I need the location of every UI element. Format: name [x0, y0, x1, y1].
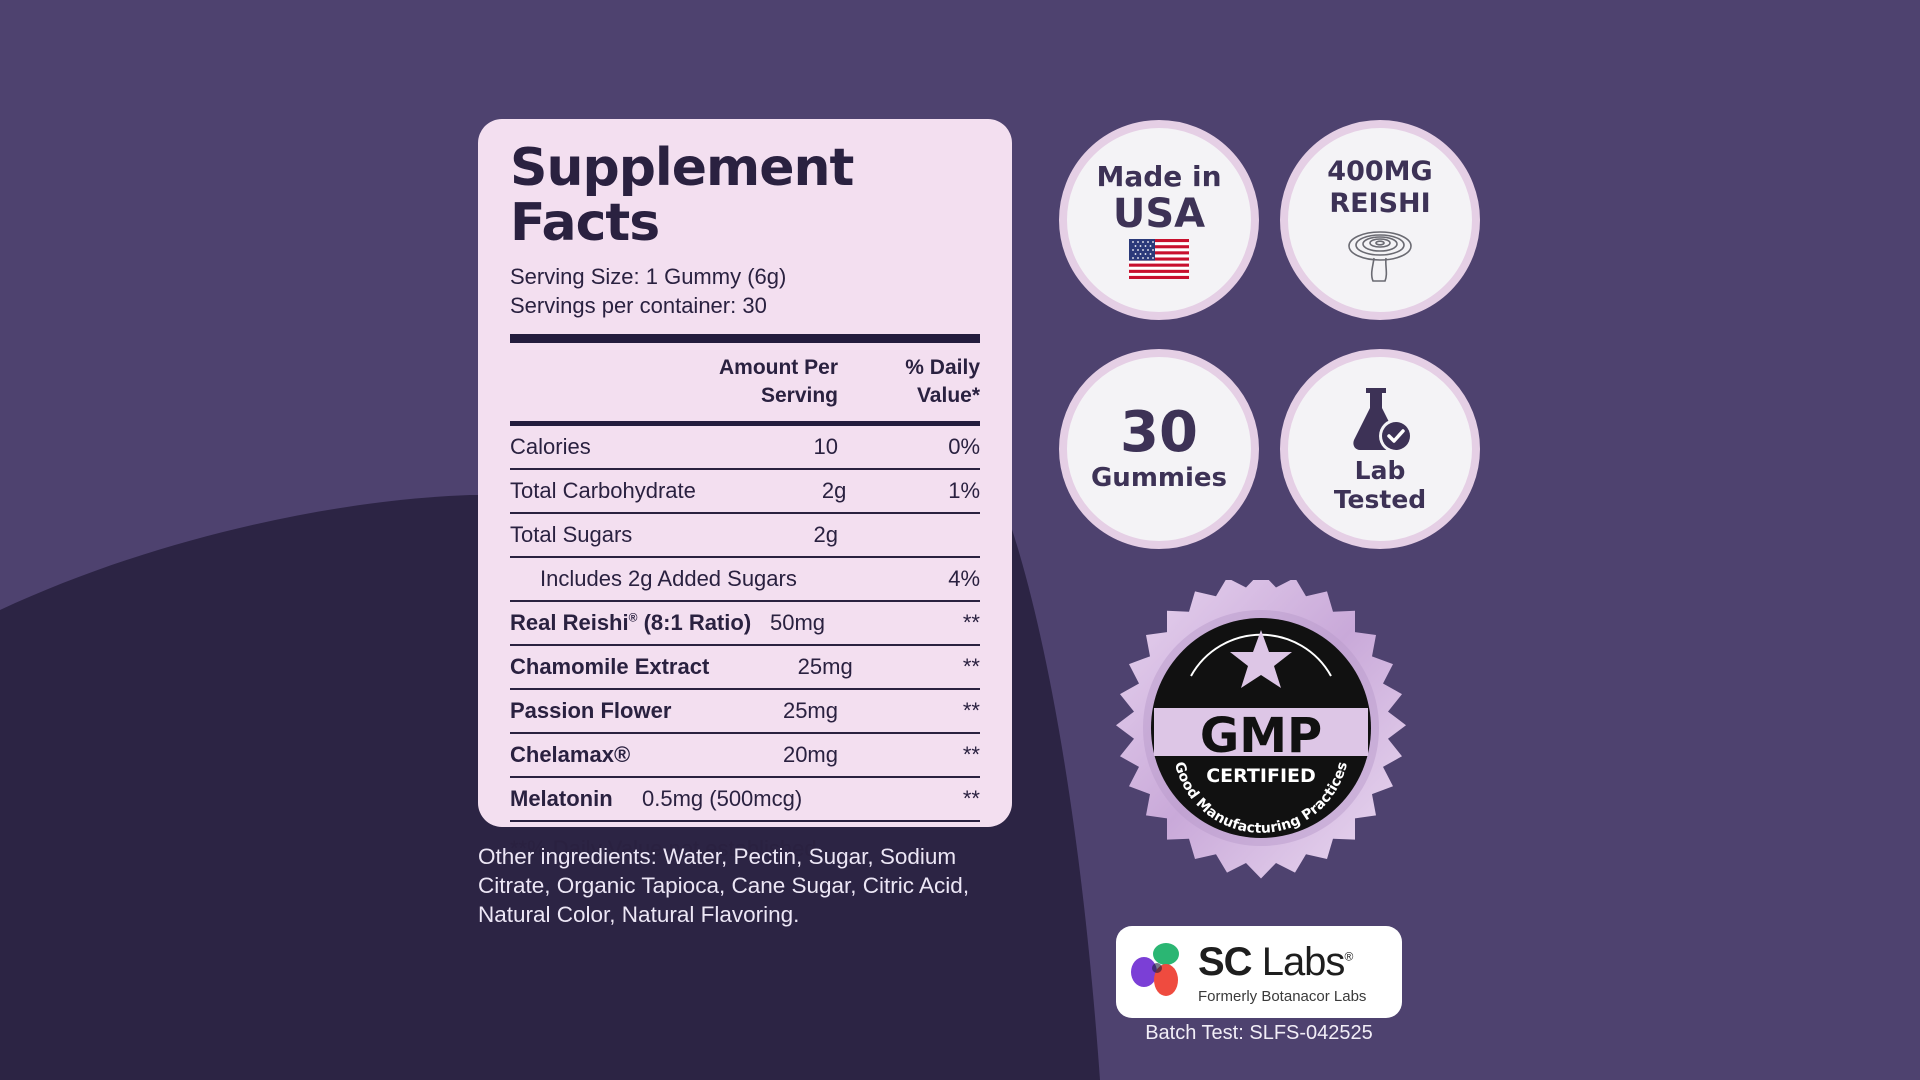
- table-row: Chamomile Extract 25mg **: [510, 646, 980, 691]
- batch-test-label: Batch Test: SLFS-042525: [1145, 1022, 1373, 1044]
- lab-tested-badge: Lab Tested: [1280, 349, 1480, 549]
- gmp-certified-seal: GMP CERTIFIED Good Manufacturing Practic…: [1116, 580, 1406, 879]
- lab-flask-check-icon: [1353, 388, 1413, 453]
- servings-per-container: Servings per container: 30: [510, 293, 767, 319]
- badge-text: USA: [1112, 191, 1206, 237]
- badge-text: Gummies: [1090, 463, 1228, 493]
- gmp-title: GMP: [1200, 708, 1322, 764]
- sclabs-card: SC Labs® Formerly Botanacor Labs: [1116, 926, 1402, 1018]
- badge-text: REISHI: [1329, 188, 1431, 219]
- badge-text: Made in: [1096, 160, 1222, 193]
- medium-divider: [510, 421, 980, 427]
- badge-number: 30: [1120, 400, 1198, 465]
- facts-header-row: Amount Per Serving % Daily Value*: [510, 343, 980, 421]
- other-ingredients: Other ingredients: Water, Pectin, Sugar,…: [478, 844, 970, 927]
- badge-text: Tested: [1333, 485, 1427, 514]
- sclabs-logo-icon: [1131, 943, 1179, 996]
- supplement-facts-panel: Supplement Facts Serving Size: 1 Gummy (…: [478, 119, 1012, 861]
- amount-header: Amount Per Serving: [718, 356, 838, 408]
- table-row: Chelamax® 20mg **: [510, 734, 980, 779]
- reishi-mushroom-icon: [1348, 231, 1412, 282]
- thick-divider: [510, 334, 980, 344]
- panel-title: Supplement Facts: [510, 138, 854, 253]
- sclabs-subtitle: Formerly Botanacor Labs: [1198, 988, 1367, 1005]
- table-row: Total Carbohydrate 2g 1%: [510, 470, 980, 515]
- gmp-certified: CERTIFIED: [1206, 765, 1316, 787]
- table-row: Real Reishi® (8:1 Ratio) 50mg **: [510, 602, 980, 647]
- table-row: Melatonin 0.5mg (500mcg) **: [510, 778, 980, 823]
- made-in-usa-badge: Made in USA: [1059, 120, 1259, 320]
- table-row: Includes 2g Added Sugars 4%: [510, 558, 980, 603]
- gummies-count-badge: 30 Gummies: [1059, 349, 1259, 549]
- us-flag-icon: [1129, 239, 1189, 279]
- badge-text: 400MG: [1327, 156, 1433, 187]
- table-row: Passion Flower 25mg **: [510, 690, 980, 735]
- table-row: Total Sugars 2g: [510, 514, 980, 559]
- sclabs-name: SC Labs®: [1198, 940, 1353, 984]
- footnote: **% Daily Value not established.: [510, 836, 823, 862]
- star-icon: [1230, 630, 1292, 688]
- serving-size: Serving Size: 1 Gummy (6g): [510, 264, 787, 290]
- table-row: Calories 10 0%: [510, 426, 980, 471]
- badge-text: Lab: [1354, 456, 1406, 485]
- daily-value-header: % Daily Value*: [905, 356, 980, 408]
- reishi-badge: 400MG REISHI: [1280, 120, 1480, 320]
